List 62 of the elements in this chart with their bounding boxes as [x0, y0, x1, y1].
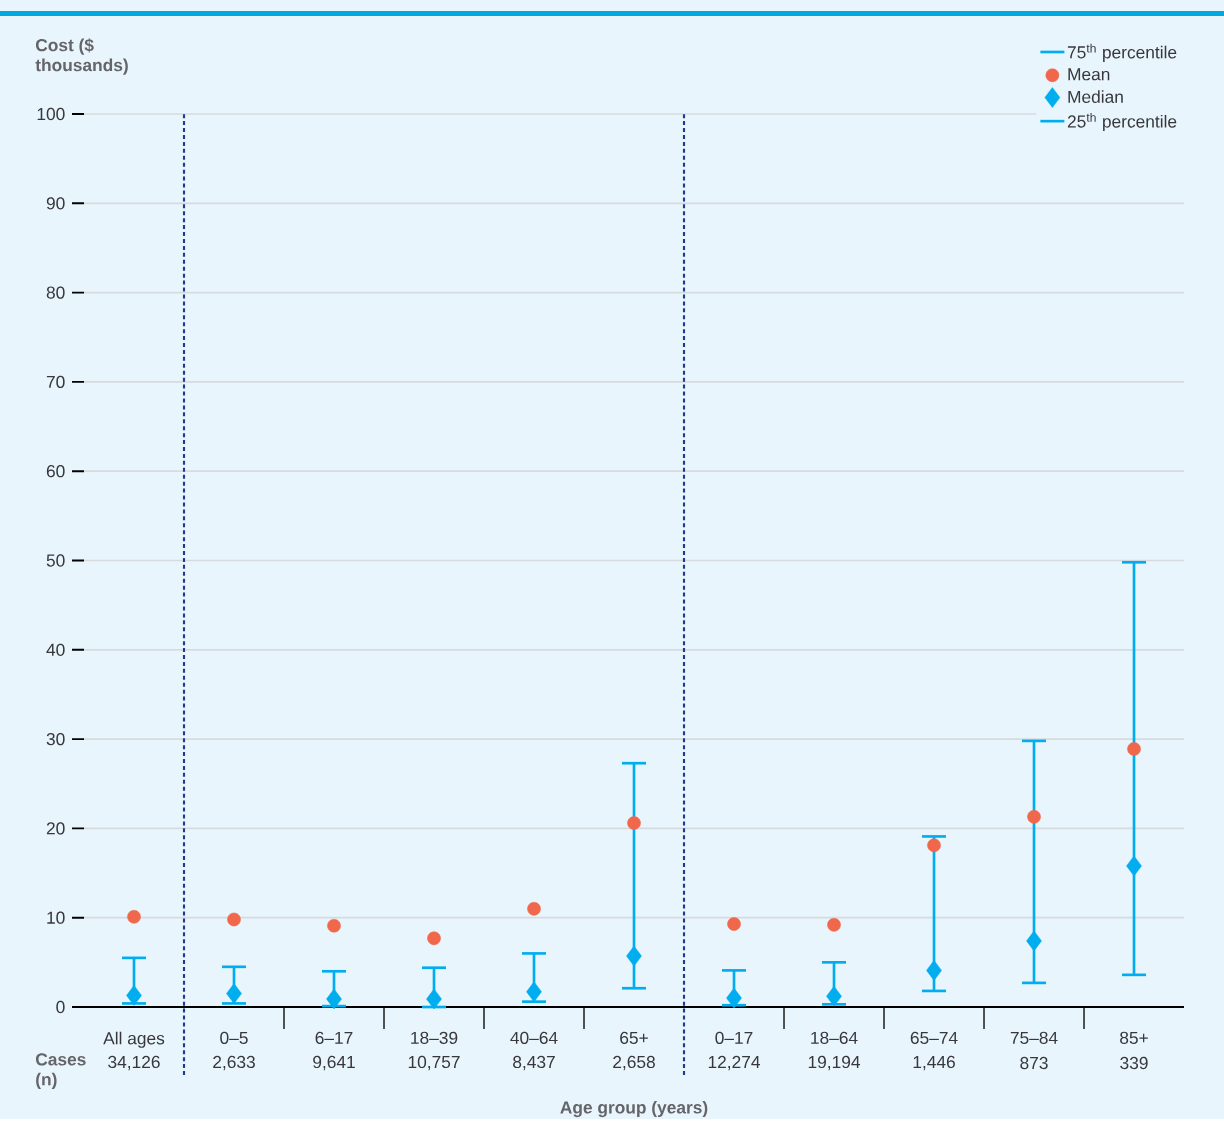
point — [1127, 742, 1141, 756]
y-tick-label: 50 — [46, 554, 65, 567]
text: 75$^{th}$ percentile — [1067, 43, 1177, 63]
text: 2,633 — [213, 1056, 255, 1071]
point — [126, 985, 142, 1006]
y-tick-label: 60 — [46, 465, 65, 478]
text: 1,446 — [913, 1056, 955, 1071]
x-tick-label: 6–17 — [315, 1031, 353, 1045]
y-tick-label: 70 — [46, 375, 65, 389]
y-tick-label: 10 — [47, 911, 65, 925]
point — [626, 946, 642, 967]
text: 34,126 — [108, 1056, 160, 1071]
text: 8,437 — [513, 1056, 555, 1071]
x-tick-label: 0–5 — [220, 1031, 248, 1045]
point — [427, 931, 441, 946]
point — [927, 838, 941, 853]
point — [326, 988, 342, 1010]
legend-label: Median — [1068, 90, 1123, 104]
point — [827, 918, 841, 932]
point — [327, 919, 341, 933]
text: 10,757 — [408, 1056, 460, 1071]
text: Cases (n) — [35, 1053, 86, 1090]
y-tick-label: 80 — [46, 286, 65, 299]
point — [926, 960, 942, 981]
x-tick-label: 40–64 — [510, 1031, 558, 1045]
text: 873 — [1020, 1057, 1048, 1070]
text: 12,274 — [708, 1056, 761, 1071]
annotation: 25$^{th}$ percentile — [1067, 113, 1177, 132]
text: 339 — [1120, 1057, 1148, 1070]
x-tick-label: 65+ — [620, 1031, 648, 1045]
point — [527, 902, 541, 916]
point — [1027, 810, 1041, 824]
x-tick-label: 85+ — [1120, 1031, 1148, 1045]
y-tick-label: 40 — [46, 643, 65, 657]
point — [826, 986, 842, 1007]
point — [227, 912, 241, 927]
text: 9,641 — [313, 1056, 355, 1071]
point — [127, 910, 141, 924]
y-tick-label: 20 — [46, 822, 65, 835]
text: 2,658 — [613, 1056, 655, 1071]
point — [627, 816, 641, 831]
x-tick-label: 18–64 — [811, 1031, 858, 1045]
point — [1026, 930, 1042, 952]
y-tick-label: 0 — [56, 1001, 65, 1014]
x-tick-label: 0–17 — [715, 1031, 753, 1045]
legend-label: Mean — [1068, 68, 1110, 81]
point — [226, 983, 242, 1005]
x-tick-label: 65–74 — [910, 1031, 958, 1045]
y-axis-title: Cost ($ thousands) — [35, 38, 128, 75]
y-tick-label: 30 — [46, 733, 65, 746]
point — [426, 988, 442, 1010]
text: 19,194 — [808, 1056, 861, 1071]
x-tick-label: 75–84 — [1010, 1031, 1058, 1045]
point — [727, 917, 741, 931]
x-tick-label: 18–39 — [411, 1031, 458, 1045]
point — [1126, 855, 1142, 877]
y-tick-label: 90 — [46, 197, 65, 210]
y-tick-label: 100 — [37, 108, 65, 121]
x-tick-label: All ages — [103, 1031, 165, 1049]
point — [726, 988, 742, 1009]
x-axis-title: Age group (years) — [560, 1101, 708, 1118]
point — [526, 981, 542, 1003]
